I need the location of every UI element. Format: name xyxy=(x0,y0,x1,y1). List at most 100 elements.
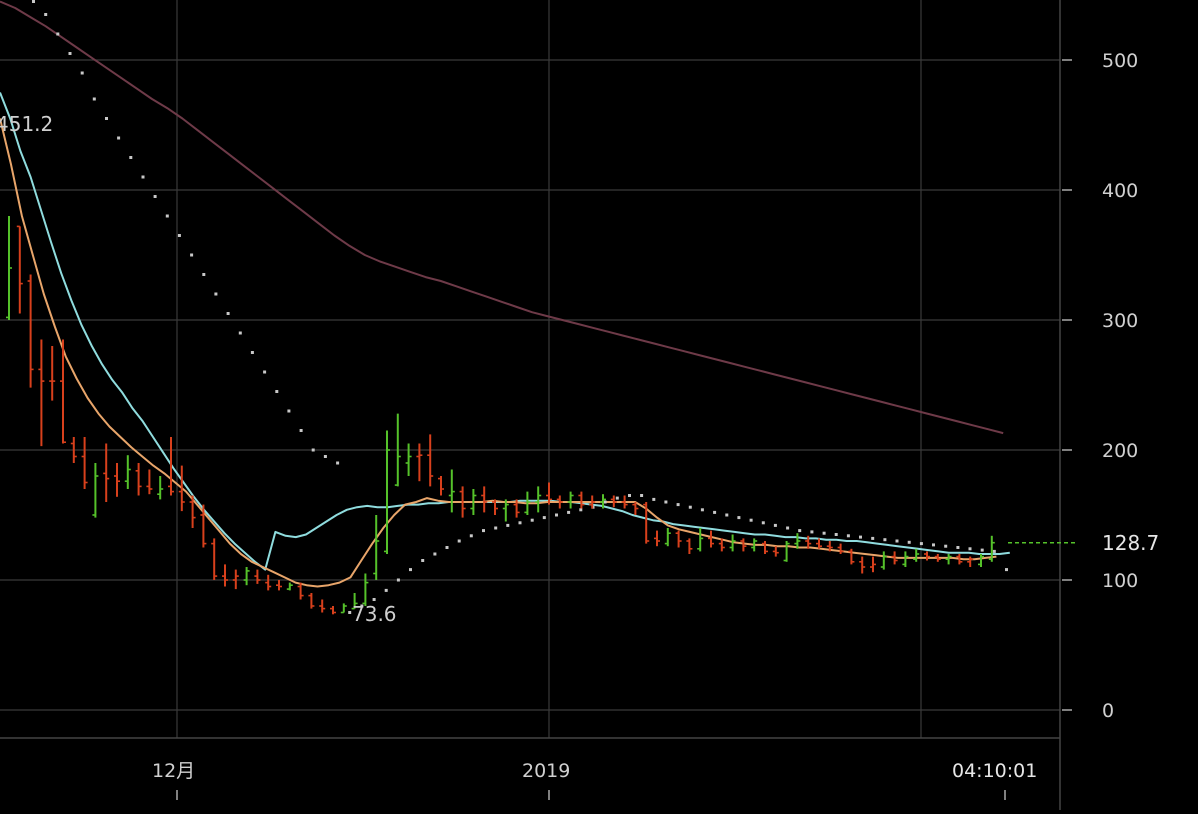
sar-dot xyxy=(761,521,765,525)
ma-short-line xyxy=(0,118,997,588)
sar-dot xyxy=(555,513,558,517)
sar-dot xyxy=(494,526,498,530)
sar-dot xyxy=(226,312,230,315)
sar-dot xyxy=(1005,568,1008,572)
sar-dot xyxy=(56,32,60,36)
sar-dot xyxy=(202,273,206,276)
sar-dot xyxy=(263,370,267,374)
sar-dot xyxy=(482,529,485,533)
sar-dot xyxy=(372,598,376,601)
y-tick-label: 100 xyxy=(1102,570,1138,592)
sar-dot xyxy=(44,13,48,16)
sar-dot xyxy=(177,234,181,237)
time-label: 04:10:01 xyxy=(952,760,1037,782)
sar-dot xyxy=(786,526,790,530)
ma-mid-line xyxy=(0,92,1010,571)
sar-dot xyxy=(859,535,862,539)
candlesticks xyxy=(6,216,995,615)
sar-dot xyxy=(640,494,644,497)
sar-dot xyxy=(713,510,717,514)
sar-dot xyxy=(725,513,729,517)
sar-dot xyxy=(992,549,996,553)
sar-dot xyxy=(214,292,218,296)
sar-dot xyxy=(190,253,194,257)
sar-dot xyxy=(932,543,935,547)
sar-dot xyxy=(348,611,352,614)
sar-dot xyxy=(32,0,35,3)
sar-dot xyxy=(275,390,279,393)
sar-dot xyxy=(810,530,814,534)
sar-dot xyxy=(944,544,948,548)
sar-dots xyxy=(32,0,1008,614)
sar-dot xyxy=(895,539,899,543)
min-price-annotation: 73.6 xyxy=(352,602,397,626)
sar-dot xyxy=(956,546,960,549)
sar-dot xyxy=(530,518,534,522)
sar-dot xyxy=(396,578,400,582)
sar-dot xyxy=(469,534,473,538)
sar-dot xyxy=(311,448,315,452)
sar-dot xyxy=(80,71,84,75)
sar-dot xyxy=(579,508,583,512)
sar-dot xyxy=(421,559,425,562)
y-tick-label: 500 xyxy=(1102,50,1138,72)
sar-dot xyxy=(737,516,741,520)
sar-dot xyxy=(238,331,242,335)
sar-dot xyxy=(846,534,850,538)
sar-dot xyxy=(919,542,923,546)
sar-dot xyxy=(628,494,631,497)
sar-dot xyxy=(749,518,753,522)
sar-dot xyxy=(336,461,340,465)
x-tick-label-2019: 2019 xyxy=(522,760,570,782)
sar-dot xyxy=(700,508,704,512)
y-tick-label: 400 xyxy=(1102,180,1138,202)
sar-dot xyxy=(518,521,522,525)
sar-dot xyxy=(457,539,461,543)
sar-dot xyxy=(105,117,108,120)
sar-dot xyxy=(92,97,96,101)
sar-dot xyxy=(688,505,692,509)
sar-dot xyxy=(250,351,254,354)
sar-dot xyxy=(567,510,571,514)
sar-dot xyxy=(871,536,875,540)
sar-dot xyxy=(652,497,656,501)
sar-dot xyxy=(907,540,911,544)
sar-dot xyxy=(603,500,607,504)
y-tick-label: 200 xyxy=(1102,440,1138,462)
y-tick-label: 0 xyxy=(1102,700,1114,722)
sar-dot xyxy=(409,568,412,572)
sar-dot xyxy=(153,195,157,198)
sar-dot xyxy=(506,523,510,527)
sar-dot xyxy=(323,455,327,458)
axes: 0 100 200 300 400 500 xyxy=(0,0,1138,810)
sar-dot xyxy=(980,548,984,552)
sar-dot xyxy=(433,552,437,556)
sar-dot xyxy=(117,136,121,140)
sar-dot xyxy=(773,523,777,527)
sar-dot xyxy=(360,604,364,608)
sar-dot xyxy=(542,516,546,520)
sar-dot xyxy=(141,175,145,179)
max-price-annotation: 451.2 xyxy=(0,112,53,136)
x-tick-label-december: 12月 xyxy=(152,760,195,782)
moving-average-lines xyxy=(0,0,1010,588)
sar-dot xyxy=(798,529,802,533)
sar-dot xyxy=(883,538,887,542)
sar-dot xyxy=(299,429,303,432)
sar-dot xyxy=(968,547,972,551)
sar-dot xyxy=(615,496,619,500)
last-price-label: 128.7 xyxy=(1102,531,1159,555)
sar-dot xyxy=(129,156,133,159)
ma-long-line xyxy=(0,0,1004,435)
sar-dot xyxy=(822,531,826,535)
grid xyxy=(0,0,1060,738)
sar-dot xyxy=(664,500,668,504)
sar-dot xyxy=(287,409,291,413)
sar-dot xyxy=(445,546,449,549)
sar-dot xyxy=(384,588,388,592)
sar-dot xyxy=(834,533,838,536)
y-tick-label: 300 xyxy=(1102,310,1138,332)
sar-dot xyxy=(68,52,72,55)
